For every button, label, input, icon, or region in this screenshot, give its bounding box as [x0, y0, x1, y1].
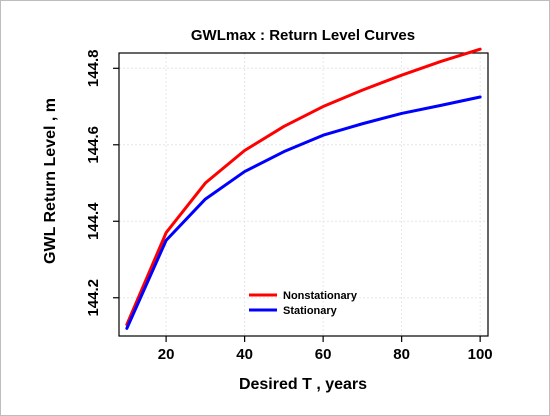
- x-tick-label: 100: [468, 346, 493, 363]
- axis-ticks: 20 40 60 80 100 144.2 144.4 144.6 144.8: [85, 50, 493, 363]
- y-axis-label: GWL Return Level , m: [42, 98, 59, 264]
- series-line-stationary: [125, 95, 482, 330]
- legend-label-nonstationary: Nonstationary: [283, 290, 358, 302]
- x-tick-label: 60: [315, 346, 332, 363]
- plot-frame: [118, 52, 489, 337]
- y-tick-label: 144.4: [85, 202, 102, 240]
- x-axis-label: Desired T , years: [239, 376, 367, 393]
- y-tick-label: 144.8: [85, 50, 102, 88]
- grid-lines: [119, 53, 488, 336]
- x-tick-label: 80: [393, 346, 410, 363]
- x-tick-label: 40: [236, 346, 253, 363]
- legend-label-stationary: Stationary: [283, 305, 338, 317]
- series-lines: [125, 47, 482, 330]
- series-line-nonstationary: [125, 47, 482, 327]
- legend: Nonstationary Stationary: [249, 290, 358, 317]
- y-tick-label: 144.2: [85, 279, 102, 317]
- y-tick-label: 144.6: [85, 126, 102, 164]
- x-tick-label: 20: [158, 346, 175, 363]
- chart-title: GWLmax : Return Level Curves: [191, 27, 415, 44]
